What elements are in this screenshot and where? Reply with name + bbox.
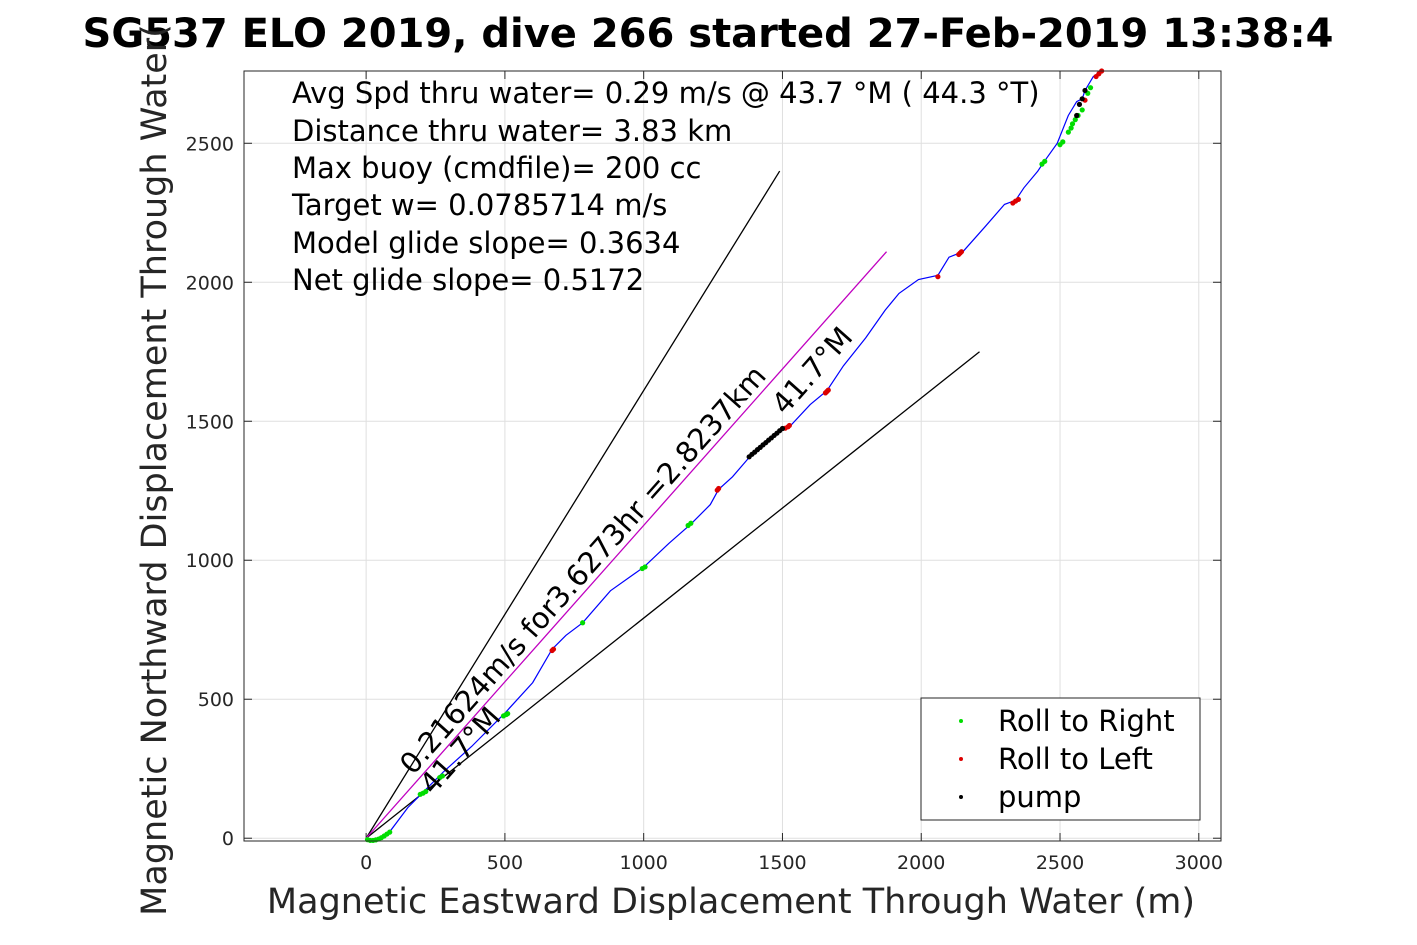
info-line-avg-speed: Avg Spd thru water= 0.29 m/s @ 43.7 °M (…	[292, 76, 1040, 110]
x-axis-label: Magnetic Eastward Displacement Through W…	[267, 882, 1195, 922]
marker-roll-to-right	[1068, 125, 1074, 131]
chart-title: SG537 ELO 2019, dive 266 started 27-Feb-…	[83, 11, 1334, 57]
marker-roll-to-left	[825, 387, 831, 393]
reference-lines	[365, 170, 980, 839]
heading-line	[365, 251, 888, 839]
marker-roll-to-right	[1069, 121, 1076, 127]
info-line-model-glide: Model glide slope= 0.3634	[292, 226, 680, 260]
marker-roll-to-right	[1072, 117, 1078, 123]
y-tick-label: 1000	[186, 550, 234, 572]
marker-layer	[364, 68, 1105, 844]
marker-roll-to-right	[439, 773, 446, 779]
marker-roll-to-right	[1060, 139, 1066, 145]
marker-roll-to-right	[580, 620, 586, 626]
legend-marker-roll-left	[959, 757, 963, 761]
info-line-net-glide: Net glide slope= 0.5172	[292, 263, 644, 297]
legend-box	[920, 697, 1201, 821]
x-tick-label: 2500	[1036, 852, 1084, 874]
marker-roll-to-left	[958, 249, 965, 255]
x-tick-label: 1000	[620, 852, 668, 874]
marker-roll-to-left	[786, 422, 792, 429]
marker-roll-to-right	[1042, 158, 1048, 164]
legend: Roll to Right Roll to Left pump	[920, 697, 1201, 821]
marker-roll-to-right	[1065, 129, 1071, 135]
track-layer	[366, 70, 1103, 841]
marker-roll-to-left	[550, 646, 557, 652]
legend-label-roll-right: Roll to Right	[998, 704, 1175, 738]
info-line-max-buoy: Max buoy (cmdfile)= 200 cc	[292, 151, 701, 185]
marker-roll-to-left	[716, 485, 722, 492]
marker-roll-to-left	[935, 274, 941, 280]
y-tick-label: 1500	[186, 411, 234, 433]
legend-label-pump: pump	[998, 780, 1081, 814]
y-tick-label: 0	[222, 828, 234, 850]
marker-roll-to-right	[1087, 85, 1094, 91]
marker-pump	[1076, 101, 1083, 107]
x-tick-label: 0	[360, 852, 372, 874]
glide-cone-right	[365, 351, 980, 839]
x-tick-label: 2000	[897, 852, 945, 874]
marker-roll-to-right	[642, 564, 648, 570]
legend-marker-roll-right	[959, 719, 963, 723]
marker-roll-to-right	[423, 788, 429, 795]
y-tick-label: 2500	[186, 133, 234, 155]
marker-roll-to-right	[1079, 107, 1085, 113]
x-tick-label: 3000	[1175, 852, 1223, 874]
legend-marker-pump	[959, 795, 963, 799]
axes-box	[243, 70, 1222, 842]
marker-roll-to-right	[688, 520, 694, 526]
axis-ticks: 0 500 1000 1500 2000 2500 3000 0 500 1000 1500 2000…	[186, 71, 1223, 874]
info-line-target-w: Target w= 0.0785714 m/s	[291, 188, 667, 222]
x-tick-label: 500	[487, 852, 523, 874]
y-axis-label: Magnetic Northward Displacement Through …	[135, 24, 175, 916]
info-line-distance: Distance thru water= 3.83 km	[292, 114, 732, 148]
y-tick-label: 500	[198, 689, 234, 711]
y-tick-label: 2000	[186, 272, 234, 294]
info-block: Avg Spd thru water= 0.29 m/s @ 43.7 °M (…	[291, 76, 1040, 297]
marker-pump	[1079, 96, 1085, 102]
legend-label-roll-left: Roll to Left	[998, 742, 1153, 776]
marker-pump	[779, 425, 786, 432]
x-tick-label: 1500	[758, 852, 806, 874]
dive-track-line	[366, 70, 1103, 841]
marker-pump	[1082, 87, 1088, 94]
glide-cone-left	[365, 170, 781, 839]
marker-pump	[1074, 112, 1080, 119]
marker-roll-to-left	[1015, 196, 1021, 203]
marker-roll-to-right	[505, 711, 511, 717]
marker-roll-to-right	[387, 829, 393, 835]
